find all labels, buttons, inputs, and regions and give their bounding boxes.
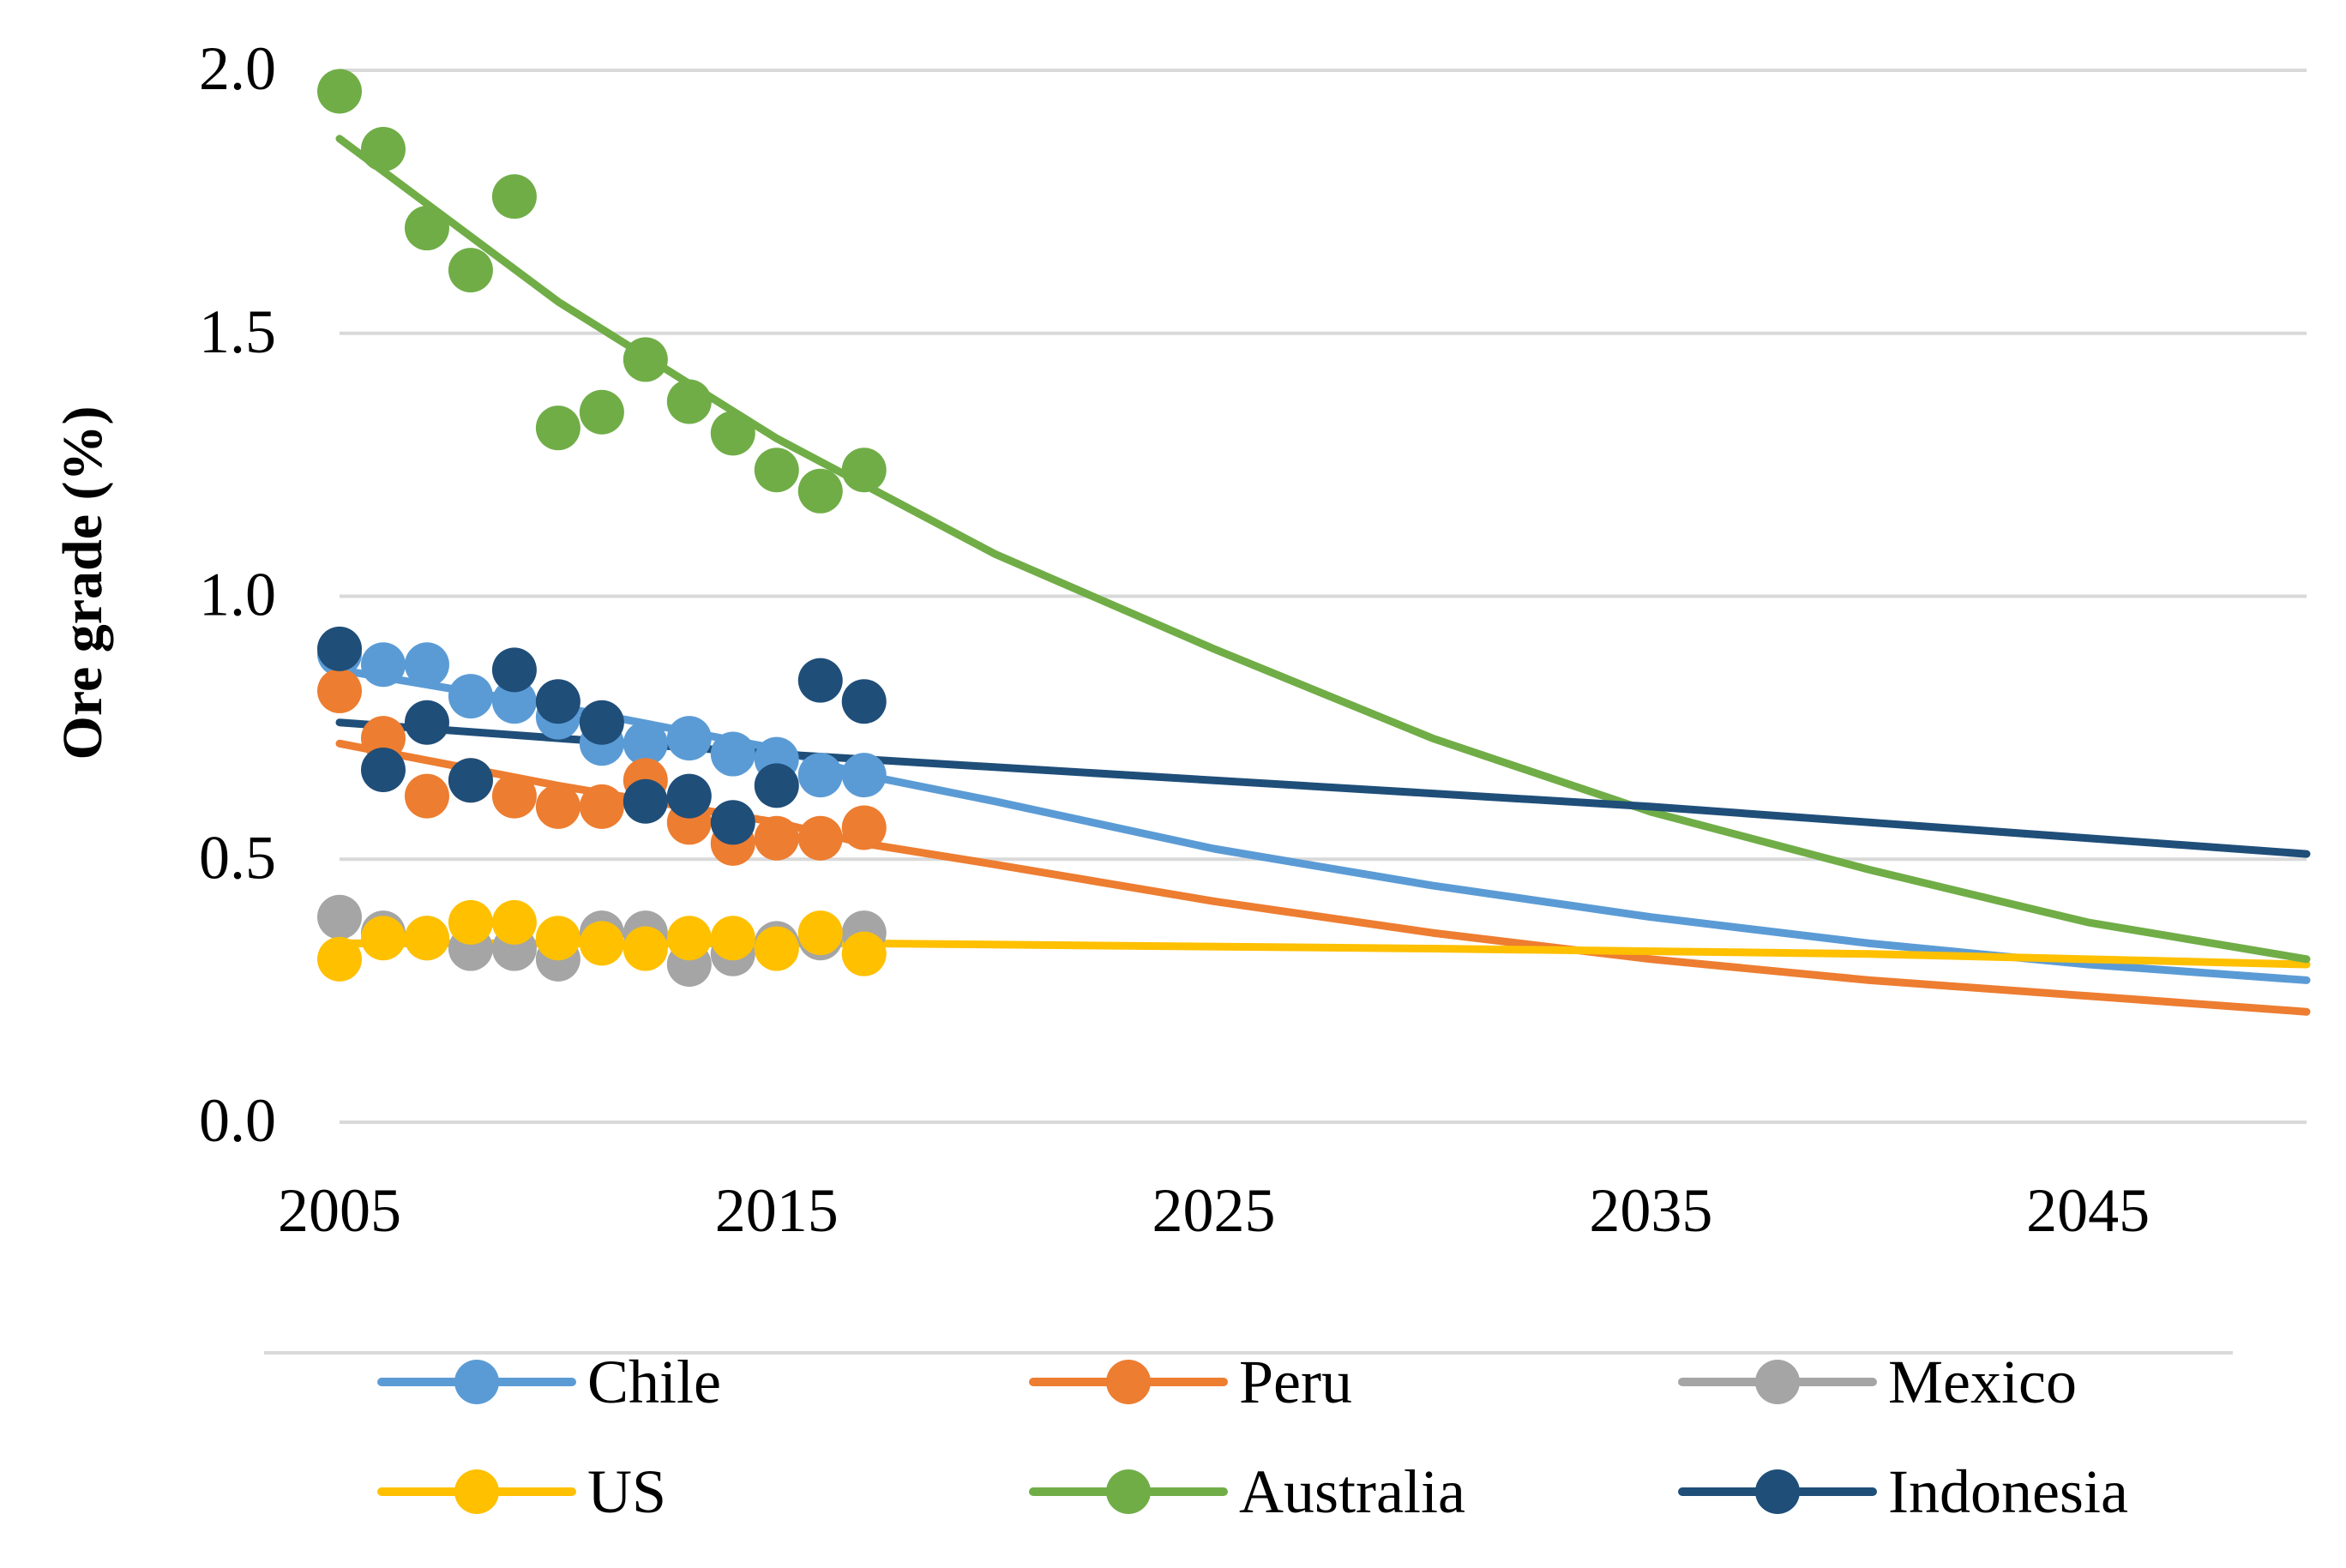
point-indonesia bbox=[360, 747, 406, 792]
legend-marker-swatch bbox=[1755, 1360, 1800, 1404]
point-us bbox=[623, 926, 668, 971]
x-tick-label: 2025 bbox=[1152, 1176, 1276, 1245]
point-us bbox=[491, 899, 537, 945]
legend-label: US bbox=[587, 1457, 666, 1526]
legend-marker-swatch bbox=[454, 1360, 499, 1404]
legend-item-mexico[interactable]: Mexico bbox=[1678, 1348, 2077, 1416]
legend-item-chile[interactable]: Chile bbox=[377, 1348, 721, 1416]
point-indonesia bbox=[710, 800, 755, 845]
point-peru bbox=[404, 773, 449, 819]
legend-item-australia[interactable]: Australia bbox=[1029, 1457, 1465, 1526]
point-indonesia bbox=[623, 778, 668, 824]
point-us bbox=[404, 916, 449, 961]
point-indonesia bbox=[754, 763, 799, 808]
point-layer bbox=[317, 69, 887, 987]
legend-marker-swatch bbox=[1755, 1469, 1800, 1514]
point-australia bbox=[754, 448, 799, 493]
point-australia bbox=[841, 448, 887, 493]
y-axis-title: Ore grade (%) bbox=[51, 406, 114, 760]
point-peru bbox=[841, 805, 887, 850]
point-us bbox=[710, 916, 755, 961]
point-us bbox=[535, 916, 580, 961]
point-peru bbox=[579, 784, 624, 829]
point-indonesia bbox=[579, 700, 624, 745]
legend-label: Indonesia bbox=[1888, 1457, 2128, 1526]
point-chile bbox=[491, 679, 537, 724]
y-tick-label: 2.0 bbox=[199, 34, 276, 103]
legend: Chile Peru Mexico US Australia Indonesia bbox=[264, 1348, 2233, 1526]
point-australia bbox=[797, 468, 843, 514]
legend-label: Peru bbox=[1239, 1348, 1352, 1416]
point-peru bbox=[797, 815, 843, 861]
point-chile bbox=[841, 753, 887, 798]
legend-marker-swatch bbox=[1106, 1469, 1151, 1514]
point-peru bbox=[317, 668, 362, 713]
point-indonesia bbox=[535, 679, 580, 724]
point-indonesia bbox=[797, 658, 843, 703]
point-us bbox=[666, 916, 712, 961]
point-us bbox=[448, 899, 493, 945]
point-peru bbox=[754, 815, 799, 861]
point-australia bbox=[404, 206, 449, 251]
point-australia bbox=[535, 406, 580, 451]
point-peru bbox=[491, 773, 537, 819]
x-tick-label: 2015 bbox=[715, 1176, 839, 1245]
point-us bbox=[317, 936, 362, 982]
point-australia bbox=[448, 248, 493, 293]
axis-layer: 0.0 0.5 1.0 1.5 2.0 2005 2015 2025 2035 2045 Ore g… bbox=[51, 34, 2150, 1245]
point-us bbox=[754, 926, 799, 971]
legend-item-peru[interactable]: Peru bbox=[1029, 1348, 1352, 1416]
point-australia bbox=[710, 411, 755, 456]
trend-layer bbox=[335, 135, 2311, 1016]
point-chile bbox=[623, 721, 668, 766]
point-chile bbox=[448, 674, 493, 719]
point-australia bbox=[360, 127, 406, 172]
point-australia bbox=[317, 69, 362, 114]
legend-item-indonesia[interactable]: Indonesia bbox=[1678, 1457, 2128, 1526]
point-indonesia bbox=[491, 647, 537, 693]
point-australia bbox=[666, 379, 712, 424]
legend-label: Mexico bbox=[1888, 1348, 2077, 1416]
point-us bbox=[797, 910, 843, 956]
point-indonesia bbox=[666, 773, 712, 819]
point-us bbox=[579, 921, 624, 966]
grid-layer bbox=[340, 69, 2307, 1124]
point-chile bbox=[710, 731, 755, 777]
y-tick-label: 1.5 bbox=[199, 297, 276, 366]
point-indonesia bbox=[841, 679, 887, 724]
point-chile bbox=[666, 716, 712, 761]
point-australia bbox=[491, 174, 537, 219]
point-mexico bbox=[317, 894, 362, 940]
point-us bbox=[841, 931, 887, 976]
point-us bbox=[360, 916, 406, 961]
point-indonesia bbox=[404, 700, 449, 745]
point-peru bbox=[360, 716, 406, 761]
legend-marker-swatch bbox=[454, 1469, 499, 1514]
point-indonesia bbox=[317, 626, 362, 671]
legend-marker-swatch bbox=[1106, 1360, 1151, 1404]
x-tick-label: 2045 bbox=[2026, 1176, 2150, 1245]
point-indonesia bbox=[448, 758, 493, 803]
y-tick-label: 0.5 bbox=[199, 823, 276, 892]
trendline-australia bbox=[335, 135, 2311, 964]
legend-label: Chile bbox=[587, 1348, 721, 1416]
point-peru bbox=[535, 784, 580, 829]
x-tick-label: 2035 bbox=[1589, 1176, 1712, 1245]
point-chile bbox=[404, 642, 449, 688]
point-chile bbox=[360, 642, 406, 688]
y-tick-label: 0.0 bbox=[199, 1086, 276, 1155]
legend-label: Australia bbox=[1239, 1457, 1465, 1526]
legend-item-us[interactable]: US bbox=[377, 1457, 666, 1526]
y-tick-label: 1.0 bbox=[199, 561, 276, 629]
x-tick-label: 2005 bbox=[278, 1176, 401, 1245]
point-australia bbox=[623, 337, 668, 382]
point-chile bbox=[797, 753, 843, 798]
point-australia bbox=[579, 389, 624, 435]
